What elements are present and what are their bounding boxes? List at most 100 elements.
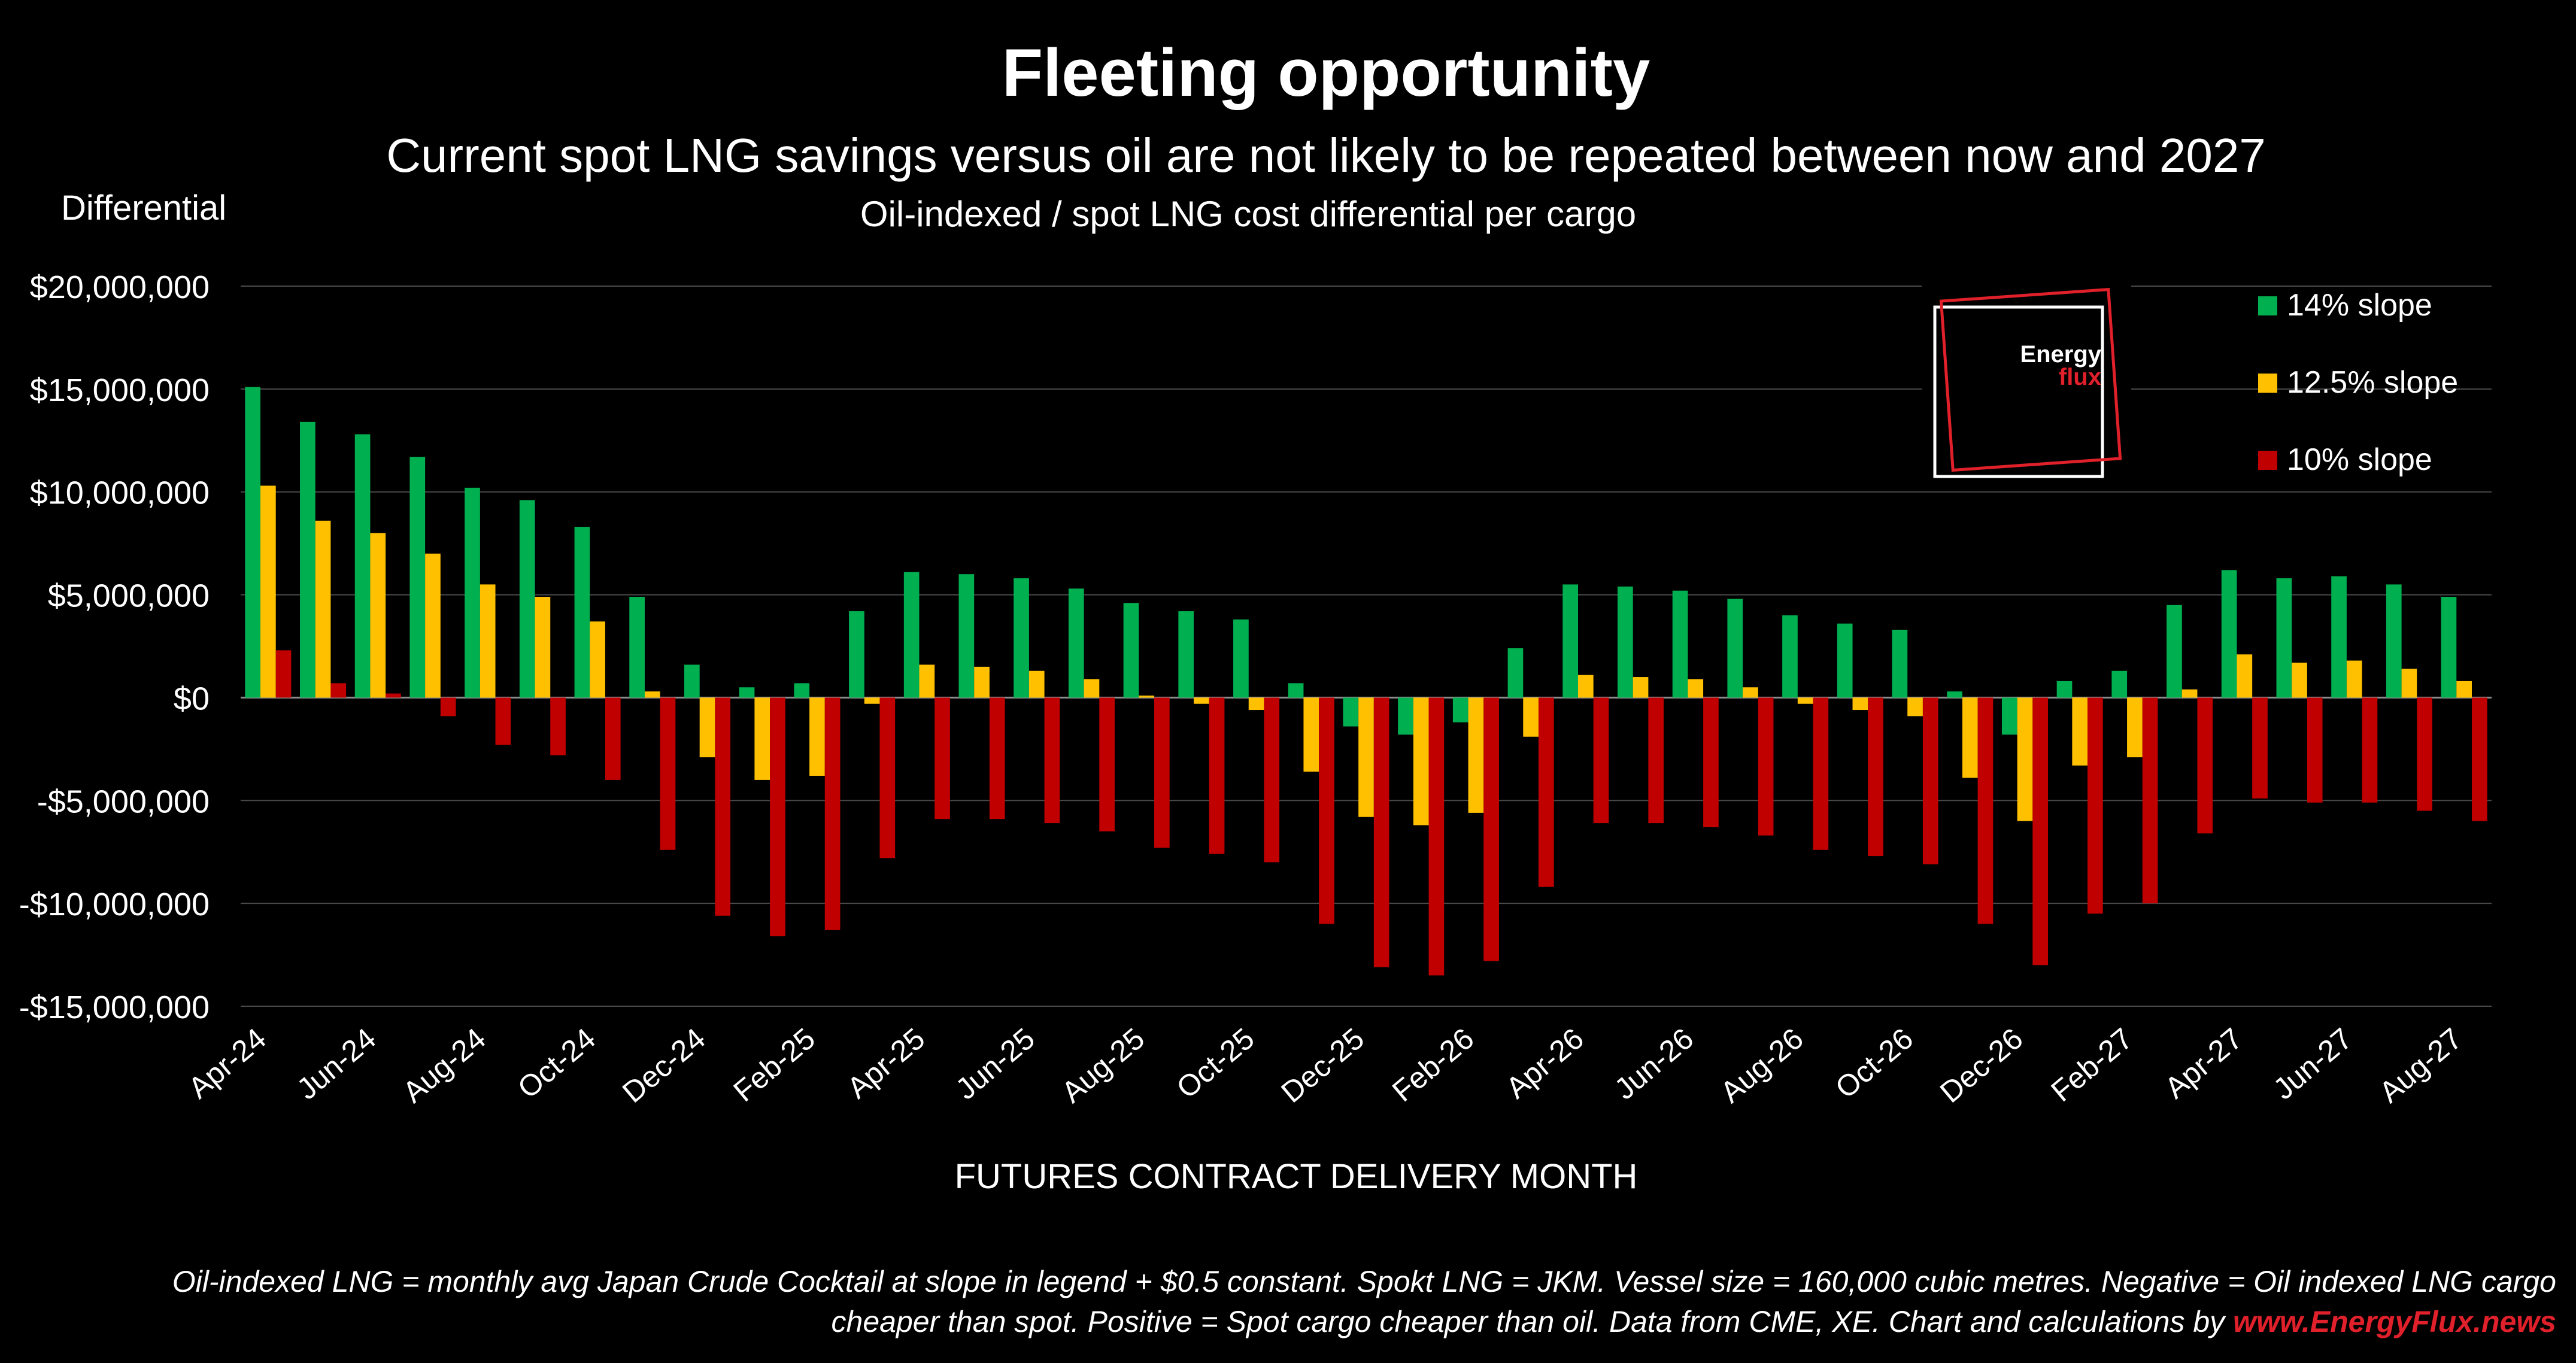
bar [425,553,441,698]
logo-text-energy: Energy [2020,341,2101,368]
bar [535,597,551,698]
y-tick-label: $5,000,000 [48,578,210,614]
y-axis-ticks: $20,000,000 $15,000,000 $10,000,000 $5,000,… [19,269,210,1025]
bar [1428,697,1445,976]
footnote-link[interactable]: www.EnergyFlux.news [2233,1305,2556,1338]
bar [1068,588,1084,698]
bar [2032,697,2049,966]
bar [794,683,810,698]
bar [1373,697,1389,967]
bar [1618,586,1633,698]
bar [1813,697,1829,850]
bar [2252,697,2268,799]
y-tick-label: $15,000,000 [30,372,210,408]
legend: 14% slope 12.5% slope 10% slope [2258,288,2458,477]
bar [1044,697,1060,824]
bar [1727,599,1743,698]
bar [684,664,700,698]
bar [315,520,331,698]
footnote-line-2: cheaper than spot. Positive = Spot cargo… [832,1305,2556,1338]
bar [354,434,371,698]
bar [1154,697,1170,848]
bar [1922,697,1938,864]
bar [2401,669,2417,698]
bar [1758,697,1774,836]
bar [699,697,715,758]
bar [934,697,950,819]
bar [300,421,315,698]
bar [1868,697,1883,857]
bar [1028,670,1045,698]
logo-frame-red [1939,287,2122,472]
bar [1947,691,1962,698]
bar [2167,605,2182,698]
bar [2386,584,2402,698]
bar [1852,697,1868,711]
bar [574,527,590,698]
y-tick-label: $0 [174,681,210,717]
bar [2276,578,2292,698]
bar [1139,695,1155,698]
bar [1194,697,1209,704]
bar [1358,697,1374,817]
bar [1178,611,1194,698]
bar [1523,697,1539,737]
bar [1703,697,1719,827]
bar [590,621,605,698]
footnote-line-2-text: cheaper than spot. Positive = Spot cargo… [832,1305,2234,1338]
bar [770,697,785,937]
y-axis-label: Differential [61,189,226,227]
y-tick-label: $20,000,000 [30,269,210,305]
bar [605,697,621,780]
bar [919,664,935,698]
bar [370,533,386,698]
bar [903,572,920,698]
bar [2111,670,2128,698]
legend-swatch [2258,374,2277,393]
bar [1264,697,1280,863]
bar [809,697,825,776]
bar [2346,660,2362,698]
bar [2456,681,2472,698]
bar [440,697,456,717]
y-tick-label: $10,000,000 [30,475,210,511]
energyflux-logo: Energy flux [1922,272,2131,482]
bar [495,697,511,745]
bars [245,387,2487,976]
bar [715,697,731,916]
legend-label: 14% slope [2287,288,2432,323]
y-tick-label: -$10,000,000 [19,887,210,922]
bar [1538,697,1554,887]
bar [2237,654,2253,698]
chart-title: Fleeting opportunity [1002,35,1650,110]
bar [465,487,480,698]
bar [824,697,841,930]
bar [550,697,566,755]
x-axis-label: FUTURES CONTRACT DELIVERY MONTH [955,1157,1638,1196]
bar [409,457,426,698]
bar [958,574,975,698]
bar [260,485,276,698]
bar [1743,687,1758,698]
bar [660,697,676,850]
bar [1483,697,1499,961]
bar [2127,697,2143,758]
bar [2087,697,2103,914]
bar [1209,697,1225,854]
bar [1507,648,1524,698]
y-tick-label: -$5,000,000 [37,784,210,819]
bar [644,691,660,698]
bar [1593,697,1609,824]
bar [1892,630,1908,698]
legend-swatch [2258,451,2277,470]
bar [2181,689,2198,698]
bar [629,597,645,698]
legend-label: 10% slope [2287,442,2432,477]
bar [1398,697,1413,735]
bar [1688,679,1704,698]
bar [275,650,292,698]
bar [1014,578,1029,698]
bar [2307,697,2323,803]
bar [245,387,261,698]
